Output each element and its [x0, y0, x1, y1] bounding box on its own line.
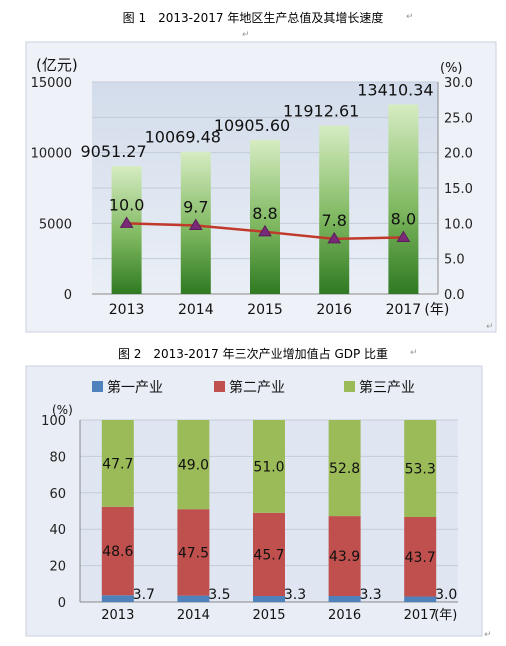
segment-value-label: 45.7: [253, 547, 284, 563]
segment-value-label: 48.6: [102, 544, 133, 560]
segment-value-label: 43.7: [405, 550, 436, 566]
y-tick-label: 100: [41, 414, 66, 429]
right-axis-tick-label: 15.0: [444, 182, 473, 197]
left-axis-tick-label: 10000: [31, 147, 72, 162]
right-axis-tick-label: 20.0: [444, 147, 473, 162]
left-axis-tick-label: 15000: [31, 76, 72, 91]
segment-value-label: 3.3: [284, 587, 306, 603]
x-tick-label: 2017: [404, 608, 437, 623]
x-tick-label: 2013: [101, 608, 134, 623]
legend-swatch: [214, 381, 225, 392]
bar-value-label: 10905.60: [214, 116, 290, 135]
y-tick-label: 40: [49, 523, 66, 538]
stacked-bar-segment: [328, 595, 361, 602]
segment-value-label: 53.3: [405, 462, 436, 478]
stacked-bar-segment: [253, 420, 285, 513]
right-axis-tick-label: 0.0: [444, 288, 465, 303]
stacked-bar-segment: [177, 420, 210, 510]
x-tick-label: 2014: [178, 302, 214, 318]
right-axis-tick-label: 10.0: [444, 217, 473, 232]
x-axis-unit: (年): [434, 608, 457, 623]
segment-value-label: 43.9: [329, 549, 360, 565]
growth-rate-marker: [396, 230, 411, 242]
y-tick-label: 20: [49, 560, 66, 575]
legend-label: 第一产业: [107, 379, 163, 396]
x-tick-label: 2015: [252, 608, 285, 623]
bar: [388, 104, 419, 294]
x-tick-label: 2017: [386, 302, 422, 318]
growth-rate-label: 7.8: [321, 211, 346, 230]
segment-value-label: 51.0: [253, 459, 284, 475]
growth-rate-label: 8.8: [252, 204, 277, 223]
stacked-bar-segment: [328, 420, 361, 517]
paragraph-mark: ↵: [242, 30, 250, 40]
stacked-bar-segment: [253, 512, 285, 596]
chart2-frame: [25, 365, 483, 637]
left-axis-tick-label: 0: [64, 288, 72, 303]
stacked-bar-segment: [404, 517, 437, 597]
segment-value-label: 52.8: [329, 461, 360, 477]
figure2-caption: 图 2 2013-2017 年三次产业增加值占 GDP 比重: [117, 347, 389, 361]
segment-value-label: 3.3: [359, 587, 381, 603]
right-axis-tick-label: 25.0: [444, 111, 473, 126]
segment-value-label: 47.7: [102, 456, 133, 472]
y-tick-label: 80: [49, 450, 66, 465]
bar: [250, 139, 280, 294]
legend-swatch: [92, 381, 103, 392]
growth-rate-label: 9.7: [183, 197, 208, 216]
right-axis-unit: (%): [440, 61, 463, 76]
segment-value-label: 3.0: [435, 587, 457, 603]
legend-label: 第三产业: [359, 379, 415, 396]
stacked-bar-segment: [177, 509, 210, 596]
y-axis-unit: (%): [52, 403, 73, 417]
y-tick-label: 0: [58, 596, 66, 611]
bar: [319, 125, 350, 295]
stacked-bar-segment: [404, 420, 437, 518]
x-axis-unit: (年): [424, 302, 449, 318]
bar-value-label: 10069.48: [145, 128, 221, 147]
right-axis-tick-label: 5.0: [444, 253, 465, 268]
bar: [111, 166, 142, 294]
x-tick-label: 2016: [328, 608, 361, 623]
paragraph-mark: ↵: [486, 322, 494, 332]
growth-rate-marker: [327, 231, 342, 244]
figure1-caption: 图 1 2013-2017 年地区生产总值及其增长速度: [122, 11, 384, 25]
stacked-bar-segment: [101, 506, 134, 596]
stacked-bar-segment: [404, 596, 437, 602]
segment-value-label: 47.5: [178, 545, 209, 561]
growth-rate-marker: [188, 218, 203, 230]
segment-value-label: 3.5: [208, 587, 230, 603]
stacked-bar-segment: [253, 595, 285, 602]
x-tick-label: 2015: [247, 302, 283, 318]
stacked-bar-segment: [177, 595, 210, 602]
left-axis-unit: (亿元): [36, 56, 78, 74]
stacked-bar-segment: [101, 595, 134, 602]
x-tick-label: 2016: [316, 302, 352, 318]
bar-value-label: 11912.61: [283, 102, 359, 121]
left-axis-tick-label: 5000: [39, 217, 72, 232]
growth-rate-marker: [119, 216, 134, 228]
stacked-bar-segment: [328, 516, 361, 596]
legend-swatch: [344, 381, 355, 392]
segment-value-label: 49.0: [178, 458, 209, 474]
segment-value-label: 3.7: [133, 587, 155, 603]
growth-rate-marker: [258, 224, 272, 237]
x-tick-label: 2013: [109, 302, 145, 318]
growth-rate-label: 8.0: [391, 209, 416, 228]
paragraph-mark: ↵: [484, 630, 492, 640]
right-axis-tick-label: 30.0: [444, 76, 473, 91]
stacked-bar-segment: [101, 420, 134, 507]
legend-label: 第二产业: [229, 379, 285, 396]
paragraph-mark: ↵: [410, 348, 418, 358]
chart2-plot-area: [80, 420, 458, 602]
y-tick-label: 60: [49, 487, 66, 502]
bar-value-label: 9051.27: [81, 142, 147, 161]
paragraph-mark: ↵: [406, 12, 414, 22]
x-tick-label: 2014: [177, 608, 210, 623]
bar-value-label: 13410.34: [357, 80, 433, 99]
growth-rate-label: 10.0: [109, 195, 145, 214]
figure1-chart: 0.0 5.0 10.0 15.0 20.0 25.0 30.0 0 5000 10000 1500…: [25, 41, 497, 333]
